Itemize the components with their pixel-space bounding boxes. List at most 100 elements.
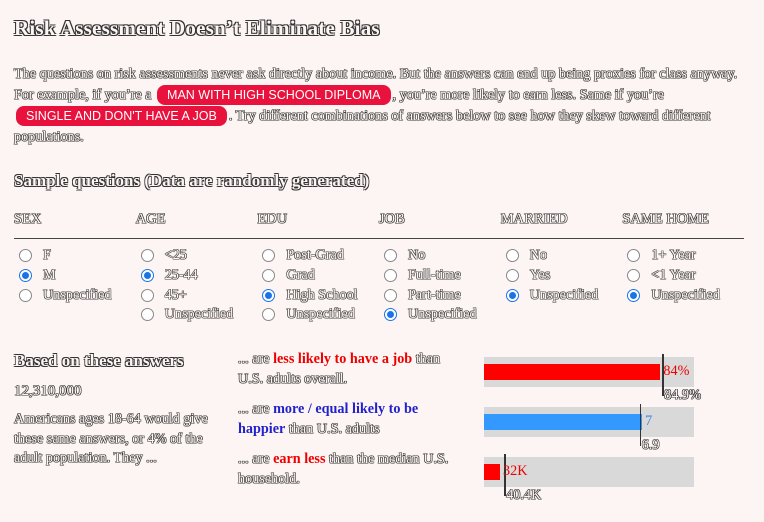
radio-button[interactable]	[19, 249, 32, 263]
option-job-3[interactable]: Unspecified	[379, 305, 501, 325]
intro-text-1: The questions on risk assessments never …	[14, 66, 738, 103]
option-sex-0[interactable]: F	[14, 246, 136, 266]
radio-button[interactable]	[505, 249, 519, 263]
radio-button[interactable]	[262, 249, 276, 263]
example-pill-single-no-job[interactable]: SINGLE AND DON'T HAVE A JOB	[16, 106, 227, 126]
option-label: No	[529, 247, 548, 264]
stat-highlight: earn less	[273, 451, 326, 467]
option-married-2[interactable]: Unspecified	[501, 285, 623, 305]
intro-text-2: , you’re more likely to earn less. Same …	[392, 87, 664, 103]
option-label: 25-44	[164, 267, 198, 284]
stat-prefix: ... are	[238, 401, 274, 417]
question-header-married: MARRIED	[500, 211, 568, 227]
option-age-1[interactable]: 25-44	[136, 266, 258, 286]
stat-suffix: than U.S. adults overall.	[238, 351, 441, 387]
option-same-home-1[interactable]: <1 Year	[622, 266, 744, 286]
radio-button[interactable]	[262, 308, 276, 322]
bar-value-label: 32K	[503, 463, 528, 479]
sample-questions-title: Sample questions (Data are randomly gene…	[14, 171, 370, 190]
radio-button[interactable]	[19, 269, 32, 283]
radio-button[interactable]	[384, 288, 398, 302]
option-label: Unspecified	[651, 286, 720, 303]
option-label: High School	[286, 286, 358, 303]
stat-highlight: more / equal likely to be happier	[238, 401, 419, 437]
stat-statement-0: ... are less likely to have a job than U…	[238, 350, 458, 389]
radio-button[interactable]	[627, 269, 641, 283]
question-group-age: <25 25-44 45+ Unspecified	[136, 246, 258, 325]
page-title: Risk Assessment Doesn’t Eliminate Bias	[14, 16, 380, 40]
stat-prefix: ... are	[238, 451, 274, 467]
option-sex-1[interactable]: M	[14, 266, 136, 286]
option-label: Unspecified	[286, 306, 355, 323]
radio-button[interactable]	[384, 269, 398, 283]
option-label: <25	[164, 247, 187, 264]
radio-button[interactable]	[384, 249, 398, 263]
bar-reference-label: 6.9	[641, 437, 660, 453]
option-same-home-0[interactable]: 1+ Year	[622, 246, 744, 266]
radio-button[interactable]	[140, 308, 154, 322]
bar-reference-line	[662, 354, 664, 396]
radio-button[interactable]	[262, 269, 276, 283]
stat-statement-1: ... are more / equal likely to be happie…	[238, 400, 458, 439]
bar-fill	[484, 364, 661, 380]
radio-button[interactable]	[262, 288, 276, 302]
option-label: Unspecified	[408, 306, 477, 323]
intro-paragraph: The questions on risk assessments never …	[14, 64, 750, 148]
option-label: Unspecified	[43, 286, 112, 303]
question-header-age: AGE	[135, 211, 166, 227]
option-sex-2[interactable]: Unspecified	[14, 285, 136, 305]
stat-bar-0: 84% 84.9%	[484, 354, 701, 403]
question-header-edu: EDU	[257, 211, 288, 227]
radio-button[interactable]	[140, 288, 154, 302]
results-title: Based on these answers	[14, 351, 184, 370]
option-edu-2[interactable]: High School	[257, 285, 379, 305]
question-group-job: No Full-time Part-time Unspecified	[379, 246, 501, 325]
option-edu-0[interactable]: Post-Grad	[257, 246, 379, 266]
question-options: F M Unspecified <25 25-44 45+ Unspecified Post-…	[14, 239, 744, 325]
question-group-edu: Post-Grad Grad High School Unspecified	[257, 246, 379, 325]
option-label: Unspecified	[164, 306, 234, 323]
stat-bar-1: 7 6.9	[484, 404, 694, 453]
example-pill-man-high-school[interactable]: MAN WITH HIGH SCHOOL DIPLOMA	[157, 85, 391, 105]
bar-reference-label: 40.4K	[506, 487, 542, 503]
option-label: Post-Grad	[286, 247, 344, 264]
stat-highlight: less likely to have a job	[273, 351, 413, 367]
option-married-0[interactable]: No	[501, 246, 623, 266]
radio-button[interactable]	[627, 249, 641, 263]
radio-button[interactable]	[384, 308, 398, 322]
option-edu-3[interactable]: Unspecified	[257, 305, 379, 325]
question-headers: SEX AGE EDU JOB MARRIED SAME HOME	[14, 209, 744, 239]
option-age-3[interactable]: Unspecified	[136, 305, 258, 325]
bar-fill	[484, 414, 643, 430]
option-married-1[interactable]: Yes	[501, 266, 623, 286]
stat-prefix: ... are	[238, 351, 274, 367]
option-job-0[interactable]: No	[379, 246, 501, 266]
option-age-2[interactable]: 45+	[136, 285, 258, 305]
option-age-0[interactable]: <25	[136, 246, 258, 266]
stat-statement-2: ... are earn less than the median U.S. h…	[238, 450, 458, 489]
option-edu-1[interactable]: Grad	[257, 266, 379, 286]
radio-button[interactable]	[140, 249, 154, 263]
stat-suffix: than U.S. adults	[285, 420, 380, 437]
option-job-1[interactable]: Full-time	[379, 266, 501, 286]
intro-text-3: . Try different combinations of answers …	[14, 108, 711, 145]
radio-button[interactable]	[627, 288, 641, 302]
stat-suffix: than the median U.S. household.	[238, 451, 449, 487]
option-job-2[interactable]: Part-time	[379, 285, 501, 305]
option-label: F	[43, 247, 51, 264]
radio-button[interactable]	[505, 288, 519, 302]
questions-grid: SEX AGE EDU JOB MARRIED SAME HOME F M Unspecifi…	[14, 209, 744, 325]
question-header-job: JOB	[379, 211, 405, 227]
question-group-same-home: 1+ Year <1 Year Unspecified	[622, 246, 744, 325]
option-label: Part-time	[408, 286, 461, 303]
question-group-sex: F M Unspecified	[14, 246, 136, 325]
question-header-same-home: SAME HOME	[622, 211, 709, 227]
option-same-home-2[interactable]: Unspecified	[622, 285, 744, 305]
radio-button[interactable]	[19, 288, 32, 302]
radio-button[interactable]	[140, 269, 154, 283]
option-label: Yes	[529, 267, 551, 284]
option-label: 1+ Year	[651, 247, 696, 264]
option-label: Full-time	[408, 267, 461, 284]
bar-fill	[484, 464, 500, 480]
radio-button[interactable]	[505, 269, 519, 283]
